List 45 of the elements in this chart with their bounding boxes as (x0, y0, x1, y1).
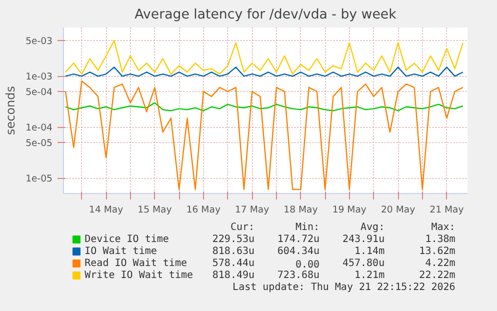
legend-label: Write IO Wait time (84, 270, 194, 281)
text: 457.80u (342, 258, 385, 269)
text: 818.49u (212, 270, 255, 281)
legend-label: Read IO Wait time (84, 258, 187, 269)
text: 604.34u (277, 246, 320, 257)
text: 0.00 (295, 260, 320, 270)
x-tick-label: 18 May (284, 204, 318, 216)
text: Avg: (360, 222, 385, 233)
x-tick-label: 19 May (332, 204, 367, 216)
chart-title: Average latency for /dev/vda - by week (134, 8, 397, 22)
y-axis-title: seconds (4, 86, 18, 136)
text: 723.68u (277, 270, 320, 281)
text: Min: (295, 222, 320, 233)
text: Cur: (230, 222, 255, 233)
text: Max: (431, 222, 456, 233)
x-tick-label: 14 May (89, 204, 124, 216)
text: 22.22m (419, 270, 456, 281)
y-tick-label: 1e-04 (26, 122, 53, 134)
text: 1.14m (354, 246, 385, 257)
line-series (64, 40, 464, 75)
line-series (64, 66, 464, 77)
legend-label: IO Wait time (84, 246, 157, 257)
text: Last update: Thu May 21 22:15:22 2026 (232, 282, 456, 293)
x-tick-label: 15 May (138, 204, 172, 216)
y-tick-label: 5e-05 (26, 138, 53, 150)
text: 578.44u (212, 258, 255, 269)
text: 4.22m (425, 258, 456, 269)
x-tick-label: 21 May (430, 204, 464, 216)
text: 174.72u (277, 234, 320, 245)
text: 818.63u (212, 246, 255, 257)
text: 243.91u (342, 234, 385, 245)
text: 13.62m (419, 246, 456, 257)
y-tick-label: 1e-03 (26, 72, 53, 83)
text: 229.53u (212, 234, 255, 245)
x-tick-label: 20 May (380, 204, 416, 216)
legend-label: Device IO time (84, 234, 169, 245)
line-series (64, 80, 464, 190)
y-tick-label: 1e-05 (26, 174, 53, 185)
y-tick-label: 5e-03 (26, 36, 53, 48)
x-tick-label: 16 May (186, 204, 221, 216)
text: 1.38m (425, 234, 456, 245)
text: 1.21m (354, 270, 385, 281)
line-series (64, 102, 464, 112)
x-tick-label: 17 May (235, 204, 270, 216)
y-tick-label: 5e-04 (26, 87, 53, 98)
